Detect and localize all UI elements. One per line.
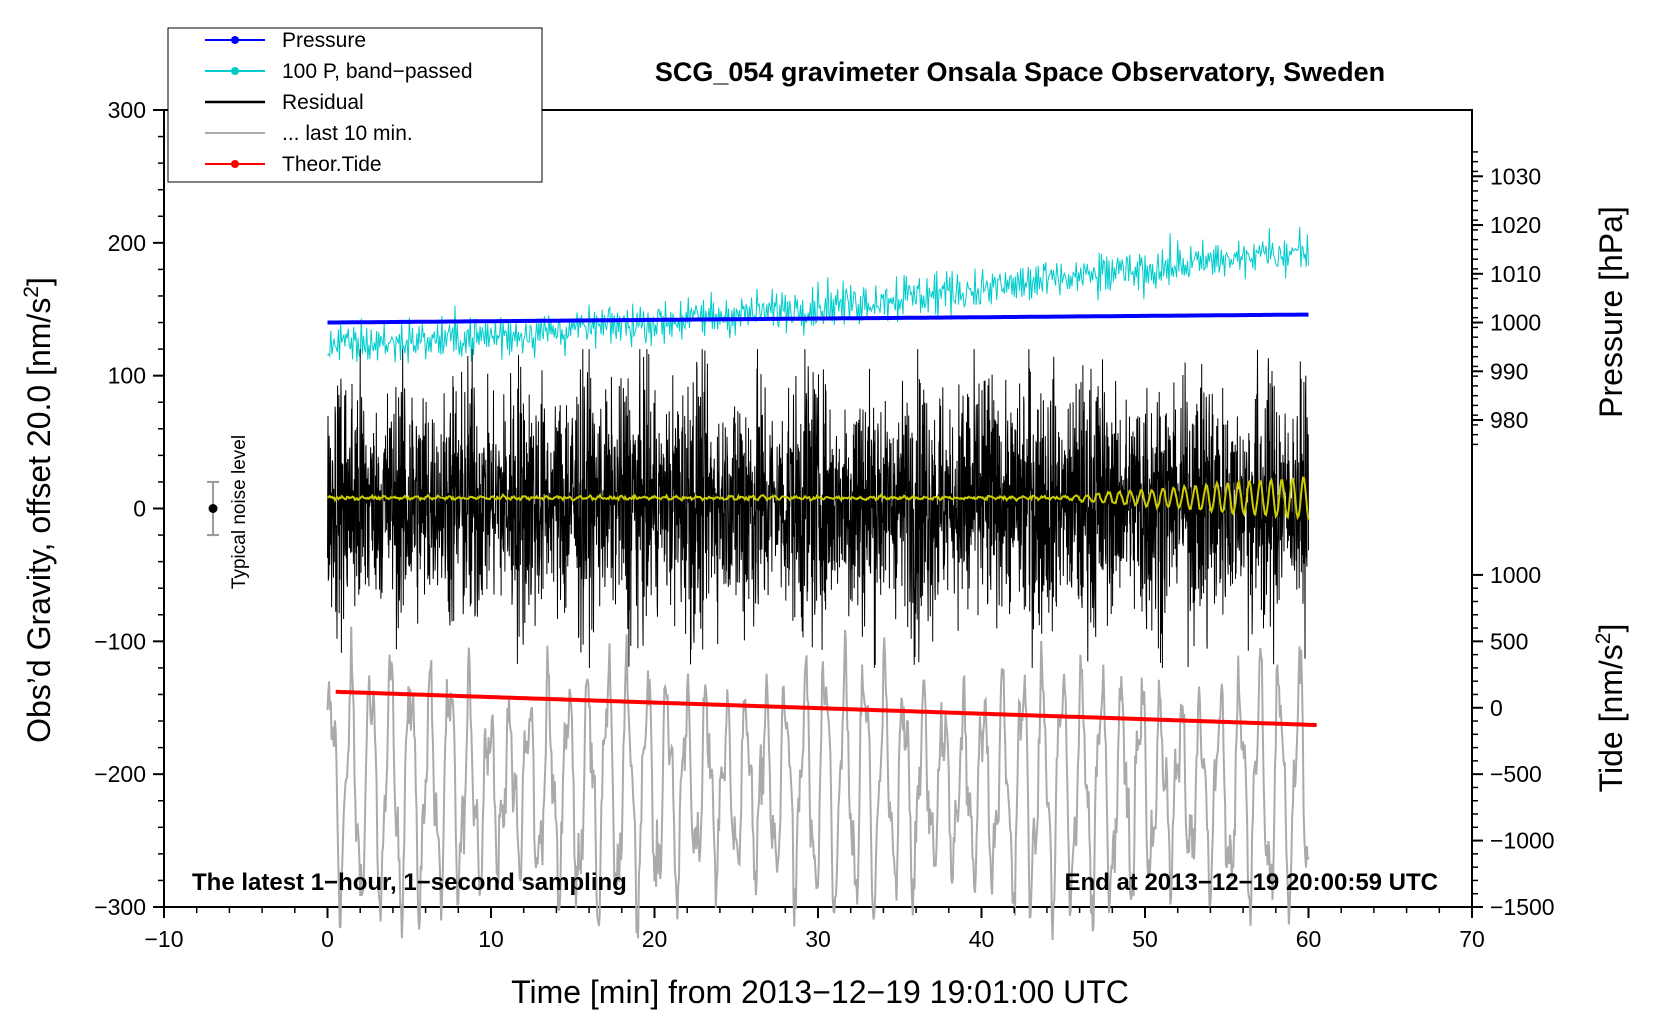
left-y-axis-title-end: ] (21, 277, 57, 286)
pressure-axis-ticks: 1030 1020 1010 1000 990 980 (1472, 151, 1541, 446)
residual-lowpass-series (326, 476, 1310, 521)
y-tick-label: 100 (108, 363, 146, 389)
band-passed-pressure-series (327, 226, 1309, 364)
legend-label: 100 P, band−passed (282, 60, 473, 83)
sampling-annotation: The latest 1−hour, 1−second sampling (192, 869, 627, 896)
legend-marker (231, 67, 239, 75)
tide-tick-label: −500 (1490, 761, 1542, 787)
x-tick-label: 50 (1132, 926, 1158, 952)
pressure-tick-label: 990 (1490, 358, 1528, 384)
legend-box (167, 27, 543, 183)
y-tick-label: −200 (94, 761, 146, 787)
residual-series (327, 349, 1309, 668)
legend-label: Theor.Tide (282, 153, 382, 176)
tide-axis-ticks: 1000 500 0 −500 −1000 −1500 (1472, 562, 1555, 920)
pressure-tick-label: 1020 (1490, 212, 1541, 238)
pressure-axis-title: Pressure [hPa] (1593, 206, 1629, 418)
x-tick-label: −10 (144, 926, 183, 952)
legend: Pressure 100 P, band−passed Residual ... la… (167, 27, 543, 183)
x-tick-label: 70 (1459, 926, 1485, 952)
band-passed-line (327, 226, 1309, 364)
y-tick-label: −100 (94, 628, 146, 654)
legend-label: Pressure (282, 29, 366, 52)
x-tick-label: 0 (321, 926, 334, 952)
pressure-tick-label: 1030 (1490, 163, 1541, 189)
left-y-axis-title: Obs’d Gravity, offset 20.0 [nm/s2] (20, 277, 57, 743)
tide-axis-title: Tide [nm/s2] (1592, 624, 1629, 793)
pressure-series (327, 312, 1309, 325)
y-tick-label: 200 (108, 230, 146, 256)
lowpass-line (326, 476, 1310, 521)
y-tick-label: −300 (94, 894, 146, 920)
noise-bar-dot (208, 504, 218, 513)
x-tick-label: 10 (478, 926, 504, 952)
legend-marker (231, 36, 239, 44)
x-axis-title: Time [min] from 2013−12−19 19:01:00 UTC (511, 974, 1129, 1010)
left-y-axis-title-sup: 2 (20, 286, 43, 298)
x-tick-label: 40 (969, 926, 995, 952)
tide-axis-title-text: Tide [nm/s (1593, 644, 1629, 792)
x-axis-ticks: −10 0 10 20 30 40 50 60 70 (144, 907, 1485, 952)
y-tick-label: 0 (133, 496, 146, 522)
x-tick-label: 20 (642, 926, 668, 952)
residual-line (327, 349, 1309, 668)
x-tick-label: 30 (805, 926, 831, 952)
legend-marker (231, 160, 239, 168)
tide-axis-title-end: ] (1593, 624, 1629, 633)
theoretical-tide-series (335, 689, 1317, 727)
tide-tick-label: −1500 (1490, 894, 1555, 920)
pressure-tick-label: 1000 (1490, 310, 1541, 336)
end-time-annotation: End at 2013−12−19 20:00:59 UTC (1064, 869, 1438, 896)
left-y-axis-ticks: 300 200 100 0 −100 −200 −300 (94, 97, 164, 920)
noise-level-indicator (207, 480, 220, 537)
pressure-line (327, 312, 1309, 325)
legend-label: Residual (282, 91, 364, 114)
left-y-axis-title-text: Obs’d Gravity, offset 20.0 [nm/s (21, 298, 57, 743)
tide-axis-title-sup: 2 (1592, 633, 1615, 645)
tide-tick-label: 0 (1490, 695, 1503, 721)
tide-tick-label: 500 (1490, 628, 1528, 654)
tide-tick-label: −1000 (1490, 828, 1555, 854)
legend-label: ... last 10 min. (282, 122, 413, 145)
tide-line (335, 689, 1317, 727)
y-tick-label: 300 (108, 97, 146, 123)
x-tick-label: 60 (1296, 926, 1322, 952)
noise-level-label: Typical noise level (229, 435, 250, 589)
chart-title: SCG_054 gravimeter Onsala Space Observat… (655, 57, 1385, 87)
pressure-tick-label: 980 (1490, 407, 1528, 433)
tide-tick-label: 1000 (1490, 562, 1541, 588)
pressure-tick-label: 1010 (1490, 261, 1541, 287)
